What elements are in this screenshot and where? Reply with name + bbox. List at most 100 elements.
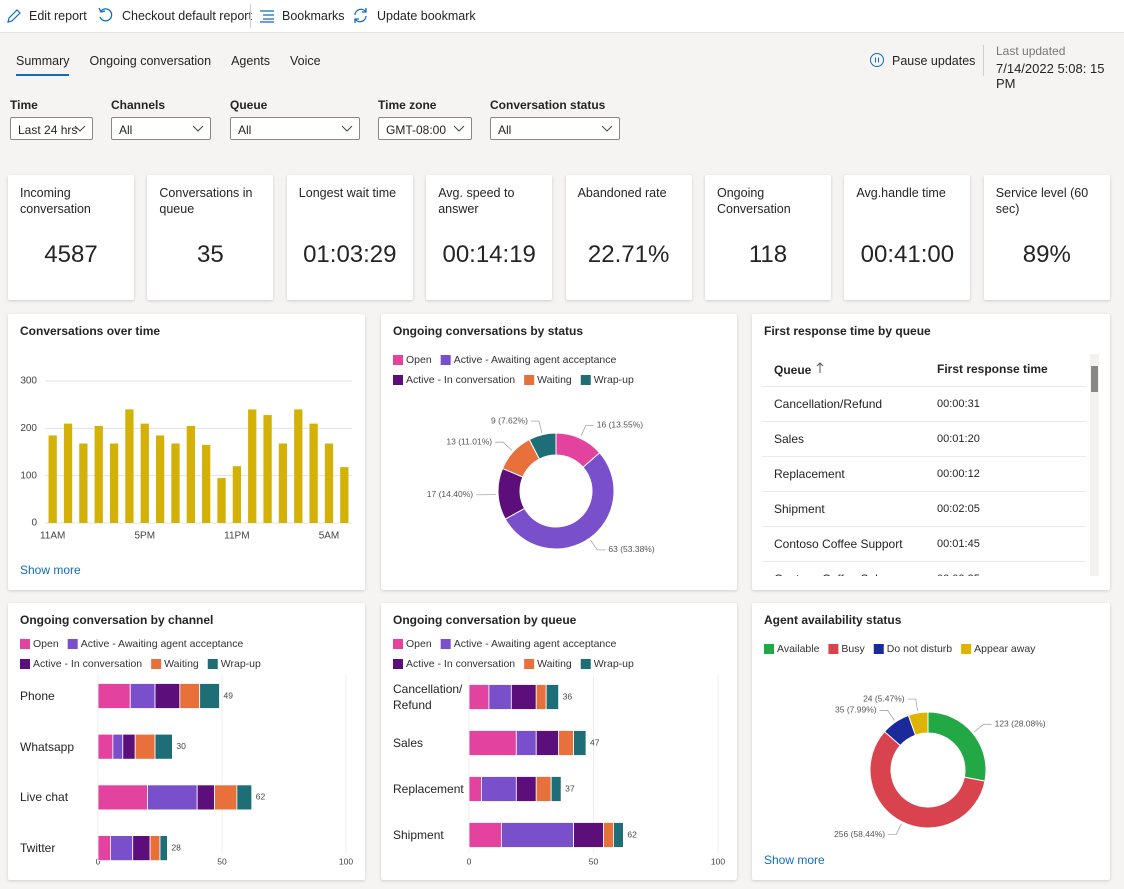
- pause-updates-button[interactable]: Pause updates: [892, 54, 976, 68]
- leader-line: [907, 698, 919, 711]
- checkout-default-button[interactable]: Checkout default report: [122, 9, 252, 23]
- edit-report-button[interactable]: Edit report: [29, 9, 87, 23]
- bookmarks-button[interactable]: Bookmarks: [282, 9, 345, 23]
- legend-item[interactable]: Appear away: [961, 643, 1036, 655]
- legend-swatch: [440, 639, 451, 649]
- total-label: 30: [176, 741, 186, 751]
- queue-cell: Replacement: [762, 456, 937, 492]
- bar-segment: [112, 733, 124, 760]
- legend-item[interactable]: Open: [393, 638, 432, 650]
- data-label: 16 (13.55%): [597, 420, 643, 430]
- legend-item[interactable]: Active - In conversation: [393, 658, 515, 670]
- total-label: 49: [224, 690, 234, 700]
- dropdown[interactable]: Last 24 hrs: [10, 117, 93, 140]
- show-more-link[interactable]: Show more: [20, 563, 81, 577]
- pause-icon: [870, 53, 884, 67]
- bar: [248, 409, 257, 523]
- legend-item[interactable]: Active - Awaiting agent acceptance: [440, 354, 617, 366]
- kpi-value: 01:03:29: [303, 241, 397, 268]
- bar-segment: [535, 776, 552, 802]
- queue-cell: Cancellation/Refund: [762, 386, 937, 422]
- card: Ongoing conversations by status Open Acti…: [381, 314, 737, 590]
- bar: [278, 443, 288, 523]
- legend-swatch: [580, 375, 591, 385]
- chevron-icon: [601, 125, 613, 132]
- tab[interactable]: Ongoing conversation: [89, 54, 212, 68]
- tab[interactable]: Summary: [16, 54, 70, 76]
- kpi-label: Conversations in queue: [159, 186, 253, 216]
- legend-item[interactable]: Waiting: [524, 374, 572, 386]
- x-tick-label: 5AM: [319, 531, 340, 542]
- header-cell[interactable]: Queue: [762, 352, 937, 387]
- header-cell[interactable]: First response time: [937, 352, 1086, 387]
- bar-segment: [500, 822, 574, 848]
- leader-line: [974, 723, 992, 733]
- kpi-value: 00:14:19: [442, 241, 536, 268]
- update-bookmark-button[interactable]: Update bookmark: [377, 9, 476, 23]
- chevron: [341, 125, 353, 132]
- data-label: 24 (5.47%): [863, 693, 905, 703]
- chevron-icon: [453, 125, 465, 132]
- legend-swatch: [393, 355, 403, 365]
- legend-item[interactable]: Active - In conversation: [20, 658, 142, 670]
- bar-segment: [154, 733, 173, 760]
- card: Agent availability status Show more Avai…: [752, 603, 1110, 880]
- tab[interactable]: Voice: [290, 54, 321, 68]
- dropdown[interactable]: All: [490, 117, 620, 140]
- legend-swatch: [873, 644, 884, 654]
- x-tick-label: 5PM: [134, 531, 155, 542]
- legend-item[interactable]: Active - Awaiting agent acceptance: [67, 638, 244, 650]
- dropdown[interactable]: GMT-08:00: [378, 117, 472, 140]
- card: Ongoing conversation by channel Open Acti…: [8, 603, 365, 880]
- donut-slice: [927, 711, 987, 782]
- legend-swatch: [20, 639, 30, 649]
- legend-label: Wrap-up: [594, 658, 634, 670]
- bar: [155, 435, 165, 523]
- kpi-label: Longest wait time: [298, 186, 397, 200]
- chevron: [453, 125, 465, 132]
- chevron: [74, 125, 86, 132]
- bar-segment: [132, 835, 151, 862]
- legend-item[interactable]: Waiting: [151, 658, 199, 670]
- table-row: Shipment 00:02:05: [762, 491, 1086, 527]
- data-label: 13 (11.01%): [446, 436, 492, 446]
- legend-item[interactable]: Wrap-up: [580, 658, 634, 670]
- legend-label: Do not disturb: [887, 643, 953, 655]
- bar: [232, 466, 242, 523]
- time-cell: 00:00:31: [937, 386, 1086, 422]
- legend-item[interactable]: Open: [20, 638, 59, 650]
- legend-item[interactable]: Active - In conversation: [393, 374, 515, 386]
- legend-item[interactable]: Available: [764, 643, 820, 655]
- dropdown-value: All: [498, 123, 512, 137]
- legend-swatch: [207, 659, 218, 669]
- dropdown[interactable]: All: [230, 117, 360, 140]
- show-more-link[interactable]: Show more: [764, 853, 825, 867]
- queue-cell: Sales: [762, 421, 937, 457]
- chevron-icon: [192, 125, 204, 132]
- filter-label: Conversation status: [490, 98, 606, 112]
- legend-item[interactable]: Busy: [828, 643, 866, 655]
- leader-line: [476, 493, 497, 496]
- bar: [94, 425, 103, 523]
- legend-item[interactable]: Wrap-up: [580, 374, 634, 386]
- kpi-label: Avg.handle time: [856, 186, 946, 200]
- dropdown[interactable]: All: [111, 117, 211, 140]
- y-tick-label: 300: [20, 376, 37, 387]
- legend-item[interactable]: Active - Awaiting agent acceptance: [440, 638, 617, 650]
- x-tick-label: 50: [589, 856, 599, 866]
- legend-item[interactable]: Do not disturb: [873, 643, 953, 655]
- scrollbar[interactable]: [1090, 354, 1099, 576]
- y-category-label: Cancellation/Refund: [393, 682, 463, 712]
- queue-cell: Contoso Coffee Sales: [762, 561, 937, 576]
- legend-item[interactable]: Waiting: [524, 658, 572, 670]
- toolbar: Edit report Checkout default report Book…: [0, 0, 1124, 33]
- kpi-card: Service level (60 sec) 89%: [983, 175, 1110, 300]
- legend-item[interactable]: Wrap-up: [207, 658, 261, 670]
- kpi-label: Service level (60 sec): [995, 186, 1089, 216]
- legend-label: Waiting: [164, 658, 199, 670]
- donut-slice: [907, 711, 929, 736]
- legend-item[interactable]: Open: [393, 354, 432, 366]
- tab[interactable]: Agents: [231, 54, 271, 68]
- scroll-thumb[interactable]: [1091, 366, 1098, 392]
